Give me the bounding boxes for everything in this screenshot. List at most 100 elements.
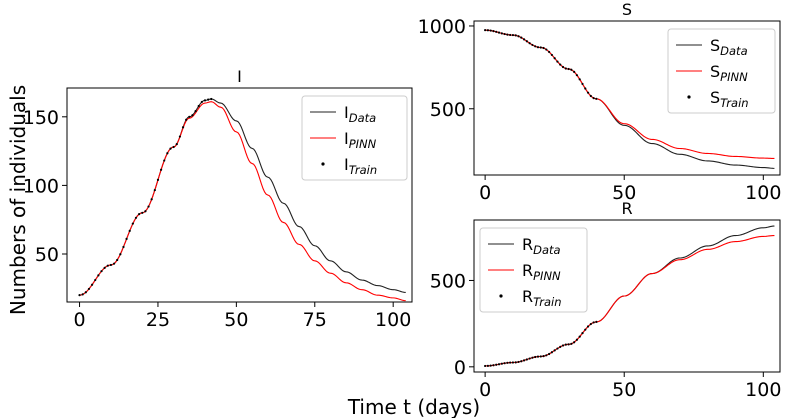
- legend-label: IPINN: [344, 129, 377, 151]
- train-point: [534, 355, 537, 359]
- y-tick-label: 500: [430, 99, 466, 121]
- series-line-pinn: [79, 101, 406, 302]
- train-point: [203, 99, 207, 102]
- train-point: [534, 45, 537, 48]
- train-point: [564, 343, 567, 346]
- train-point: [169, 147, 172, 150]
- legend-label: SData: [710, 36, 748, 58]
- train-point: [90, 283, 94, 286]
- train-point: [122, 245, 125, 249]
- legend-dot-swatch: [499, 294, 503, 298]
- train-point: [500, 362, 503, 365]
- x-tick-label: 50: [224, 309, 248, 331]
- x-axis-label: Time t (days): [347, 395, 480, 418]
- y-tick-label: 500: [430, 270, 466, 292]
- train-point: [495, 30, 498, 33]
- train-point: [84, 291, 87, 294]
- train-point: [514, 361, 517, 364]
- y-tick-label: 100: [23, 175, 59, 197]
- train-point: [586, 91, 590, 94]
- train-point: [575, 74, 579, 77]
- train-point: [520, 360, 523, 363]
- train-point: [153, 188, 156, 192]
- train-point: [592, 321, 595, 324]
- train-point: [559, 63, 562, 66]
- train-point: [78, 294, 81, 297]
- panel-S: S 0 50 100 500 1000 SData SPINN STrain: [418, 0, 782, 204]
- train-point: [561, 65, 565, 69]
- train-point: [495, 363, 498, 366]
- train-point: [573, 70, 576, 73]
- train-point: [489, 364, 492, 367]
- train-point: [497, 31, 501, 34]
- train-point: [584, 328, 587, 331]
- train-point: [522, 359, 526, 362]
- train-point: [506, 361, 509, 364]
- train-point: [539, 355, 542, 358]
- train-point: [531, 43, 534, 47]
- legend-label: RData: [522, 235, 561, 257]
- train-point: [556, 347, 559, 350]
- train-point: [567, 343, 570, 346]
- x-tick-label: 50: [612, 379, 636, 401]
- train-point: [94, 278, 97, 282]
- train-point: [573, 341, 576, 344]
- train-point: [172, 145, 175, 149]
- train-point: [567, 67, 570, 71]
- legend: SData SPINN STrain: [667, 28, 776, 114]
- train-point: [81, 293, 84, 296]
- legend: RData RPINN RTrain: [479, 227, 588, 313]
- x-tick-label: 25: [146, 309, 170, 331]
- panel-R: R 0 50 100 0 500 RData RPINN RTrain: [430, 199, 782, 401]
- train-point: [156, 178, 160, 182]
- train-point: [525, 40, 528, 43]
- x-tick-label: 0: [479, 379, 491, 401]
- train-point: [536, 46, 540, 49]
- legend: IData IPINN ITrain: [301, 95, 408, 181]
- train-point: [150, 198, 153, 201]
- legend-box: [301, 95, 408, 181]
- train-point: [578, 335, 581, 338]
- legend-dot-swatch: [321, 162, 325, 166]
- x-tick-label: 0: [73, 309, 85, 331]
- train-point: [147, 205, 150, 208]
- train-point: [550, 351, 553, 354]
- legend-label: RPINN: [522, 261, 561, 283]
- plot-frame: [66, 87, 413, 303]
- train-point: [484, 29, 487, 32]
- x-tick-label: 100: [745, 182, 781, 204]
- train-point: [595, 320, 598, 324]
- train-point: [542, 355, 545, 358]
- legend-box: [479, 227, 588, 313]
- train-point: [511, 361, 515, 364]
- y-tick-label: 0: [454, 357, 466, 379]
- train-point: [207, 98, 210, 101]
- legend-dot-swatch: [687, 95, 691, 99]
- train-point: [484, 364, 487, 368]
- train-point: [144, 210, 147, 213]
- train-point: [570, 342, 573, 345]
- legend-label: SPINN: [710, 62, 748, 84]
- train-point: [125, 237, 128, 240]
- train-point: [514, 34, 517, 37]
- legend-label: IData: [344, 103, 376, 125]
- train-point: [522, 38, 526, 41]
- train-point: [553, 57, 556, 60]
- train-point: [497, 363, 501, 366]
- train-point: [531, 356, 534, 359]
- train-point: [511, 33, 515, 37]
- train-point: [506, 33, 509, 36]
- train-point: [119, 253, 122, 256]
- train-point: [570, 68, 573, 71]
- train-point: [112, 262, 116, 265]
- train-point: [116, 258, 119, 262]
- train-point: [138, 213, 141, 216]
- train-point: [200, 100, 203, 104]
- train-point: [503, 32, 506, 36]
- train-point: [509, 33, 512, 37]
- x-tick-label: 100: [745, 379, 781, 401]
- train-point: [561, 344, 565, 347]
- train-point: [539, 46, 542, 49]
- train-point: [548, 50, 551, 54]
- legend-label: STrain: [710, 88, 749, 110]
